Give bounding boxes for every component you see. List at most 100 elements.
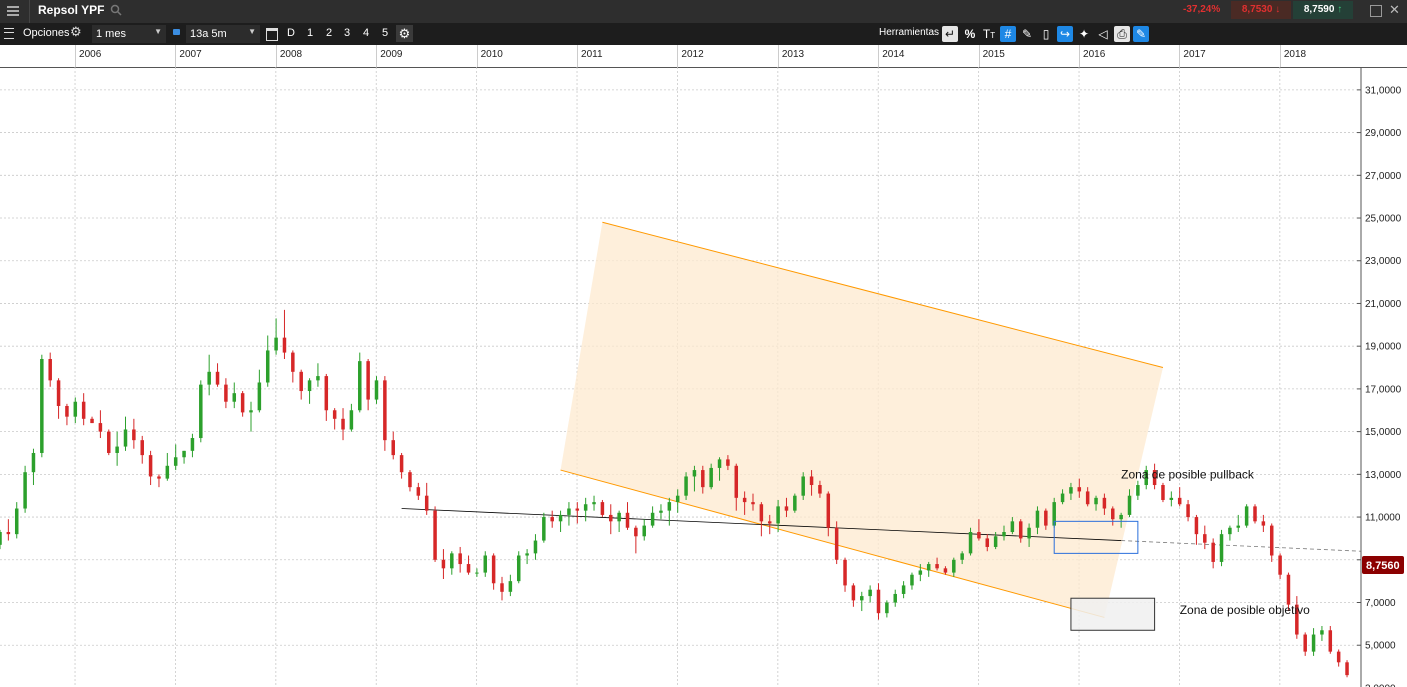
channel-upper-line: [602, 221, 1164, 369]
percent-icon[interactable]: %: [964, 27, 976, 41]
change-percent: -37,24%: [1183, 4, 1221, 15]
candle-down: [1077, 487, 1082, 492]
candle-up: [232, 393, 237, 402]
candle-down: [81, 401, 86, 419]
lock-icon[interactable]: [173, 29, 180, 35]
candle-down: [784, 506, 789, 511]
y-tick-label: 29,0000: [1365, 128, 1402, 139]
candle-down: [1253, 506, 1257, 522]
candles: [0, 309, 1349, 678]
link-icon[interactable]: ↪: [1057, 26, 1073, 42]
candle-up: [0, 532, 2, 545]
period-button-d[interactable]: D: [287, 27, 295, 39]
candle-up: [115, 446, 119, 453]
candle-down: [441, 559, 446, 569]
candle-up: [31, 452, 36, 473]
year-separator: [677, 45, 679, 67]
candle-up: [73, 401, 78, 417]
candle-down: [1085, 491, 1090, 505]
candle-up: [190, 438, 195, 451]
candle-down: [1102, 497, 1107, 509]
candle-down: [1152, 470, 1157, 486]
candle-icon[interactable]: ▯: [1042, 27, 1050, 41]
candle-up: [1320, 630, 1324, 635]
back-icon[interactable]: ↵: [942, 26, 958, 42]
pullback-annotation: Zona de posible pullback: [1121, 467, 1255, 481]
candle-down: [6, 532, 11, 535]
y-tick-label: 31,0000: [1365, 85, 1402, 96]
brush-icon[interactable]: ✎: [1021, 27, 1033, 41]
candle-down: [1111, 508, 1115, 520]
candle-down: [1286, 574, 1291, 605]
candle-up: [709, 467, 713, 488]
period-button-4[interactable]: 4: [363, 27, 370, 39]
year-separator: [1079, 45, 1081, 67]
year-separator: [978, 45, 980, 67]
minimize-icon[interactable]: [1370, 5, 1382, 17]
list-icon[interactable]: [4, 28, 14, 39]
year-separator: [878, 45, 880, 67]
candle-down: [734, 465, 739, 498]
interval-select[interactable]: 1 mes ▼: [92, 25, 166, 43]
candle-up: [14, 508, 19, 535]
text-size-icon[interactable]: TT: [982, 27, 996, 41]
y-tick-label: 27,0000: [1365, 171, 1402, 182]
y-tick-label: 17,0000: [1365, 384, 1402, 395]
candle-down: [1211, 542, 1215, 562]
grid-icon[interactable]: #: [1000, 26, 1016, 42]
candle-down: [1295, 604, 1299, 635]
period-button-5[interactable]: 5: [382, 27, 389, 39]
tools-icon[interactable]: ✦: [1078, 27, 1090, 41]
period-button-2[interactable]: 2: [326, 27, 333, 39]
y-tick-label: 3,0000: [1365, 683, 1396, 687]
settings-active-icon[interactable]: ✎: [1133, 26, 1149, 42]
candle-up: [1219, 534, 1224, 562]
candle-up: [717, 459, 722, 468]
y-tick-label: 5,0000: [1365, 641, 1396, 652]
last-price-marker: 8,7560: [1362, 555, 1404, 574]
year-separator: [476, 45, 478, 67]
period-button-1[interactable]: 1: [307, 27, 314, 39]
ask-price-box[interactable]: 8,7590 ↑: [1293, 1, 1353, 19]
candle-up: [358, 361, 362, 411]
bid-price-box[interactable]: 8,7530 ↓: [1231, 1, 1291, 19]
search-icon[interactable]: [110, 4, 122, 16]
close-icon[interactable]: ✕: [1389, 2, 1400, 17]
candle-up: [675, 495, 680, 503]
chevron-down-icon: ▼: [154, 27, 162, 36]
candle-up: [1094, 497, 1098, 505]
candle-up: [23, 472, 27, 509]
candle-up: [801, 476, 805, 496]
candle-up: [307, 380, 312, 392]
candle-down: [500, 583, 504, 592]
gear-icon[interactable]: ⚙: [70, 24, 82, 39]
eraser-icon[interactable]: ◁: [1098, 27, 1108, 41]
candle-up: [1228, 527, 1232, 535]
period-button-3[interactable]: 3: [344, 27, 351, 39]
year-tick-label: 2007: [179, 49, 202, 60]
candle-down: [1203, 534, 1207, 543]
interval-value: 1 mes: [96, 28, 126, 40]
candle-up: [182, 450, 186, 458]
candle-down: [818, 485, 822, 494]
candlestick-chart[interactable]: Zona de posible pullback Zona de posible…: [0, 67, 1407, 687]
settings-icon[interactable]: ⚙: [396, 25, 413, 42]
candle-up: [1069, 487, 1073, 494]
candle-down: [383, 380, 387, 441]
pullback-zone-box: [1053, 520, 1139, 554]
menu-icon[interactable]: [7, 4, 19, 18]
candle-up: [1244, 506, 1249, 526]
last-price-label: 8,7560: [1366, 560, 1400, 572]
y-tick-label: 25,0000: [1365, 214, 1402, 225]
candle-up: [274, 337, 278, 351]
calendar-icon[interactable]: [266, 28, 278, 41]
candle-down: [458, 553, 462, 565]
print-icon[interactable]: ⎙: [1114, 26, 1130, 42]
options-label[interactable]: Opciones: [23, 27, 70, 39]
candle-down: [985, 538, 990, 547]
candle-down: [550, 517, 554, 522]
candle-down: [1161, 485, 1165, 500]
candle-down: [391, 440, 395, 456]
range-select[interactable]: 13a 5m ▼: [186, 25, 260, 43]
year-separator: [376, 45, 378, 67]
